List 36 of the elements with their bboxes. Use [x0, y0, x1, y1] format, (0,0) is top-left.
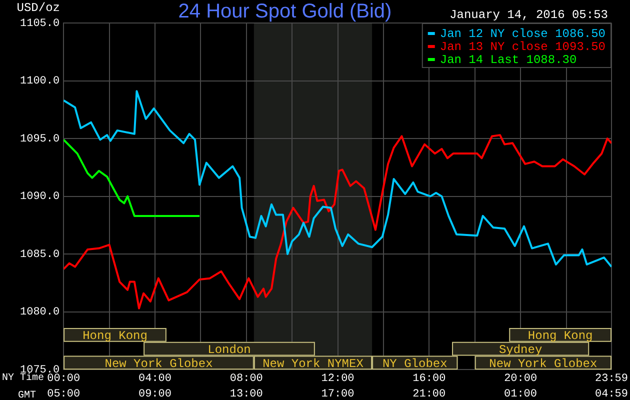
- x-tick-label: 08:00: [230, 373, 263, 386]
- band-label: New York NYMEX: [262, 356, 364, 371]
- chart-title: 24 Hour Spot Gold (Bid): [178, 0, 392, 23]
- chart-subtitle: January 14, 2016 05:53: [450, 8, 608, 22]
- band-label: Hong Kong: [528, 329, 593, 344]
- x-tick-label: 12:00: [321, 373, 354, 386]
- band-label: New York Globex: [489, 356, 598, 371]
- x-tick-label: 00:00: [47, 373, 80, 386]
- x2-axis-title: GMT: [18, 390, 36, 400]
- legend-label: Jan 12 NY close 1086.50: [440, 27, 606, 42]
- x-tick-label: 23:59: [594, 373, 628, 386]
- legend-label: Jan 14 Last 1088.30: [440, 53, 577, 68]
- y-tick-label: 1090.0: [20, 191, 60, 204]
- x2-tick-label: 13:00: [230, 388, 263, 400]
- x-tick-label: 20:00: [504, 373, 538, 386]
- x2-tick-label: 04:59: [594, 388, 628, 400]
- legend-label: Jan 13 NY close 1093.50: [440, 40, 606, 54]
- x-axis-title: NY Time: [2, 372, 44, 384]
- band-label: NY Globex: [382, 356, 448, 371]
- y-tick-label: 1100.0: [20, 76, 60, 88]
- band-label: New York Globex: [104, 356, 213, 371]
- x2-tick-label: 21:00: [412, 388, 446, 400]
- band-label: London: [208, 342, 251, 357]
- y-tick-label: 1080.0: [20, 306, 60, 319]
- x-tick-label: 16:00: [412, 373, 446, 386]
- x-tick-label: 04:00: [138, 373, 172, 386]
- y-tick-label: 1105.0: [20, 18, 60, 30]
- y-tick-label: 1095.0: [20, 133, 60, 146]
- y-axis-title: USD/oz: [16, 1, 60, 16]
- y-tick-label: 1085.0: [20, 248, 60, 261]
- band-label: Sydney: [498, 342, 542, 357]
- x2-tick-label: 09:00: [138, 388, 172, 400]
- x2-tick-label: 05:00: [47, 388, 80, 400]
- band-label: Hong Kong: [82, 329, 148, 344]
- x2-tick-label: 17:00: [321, 388, 354, 400]
- x2-tick-label: 01:00: [504, 388, 538, 400]
